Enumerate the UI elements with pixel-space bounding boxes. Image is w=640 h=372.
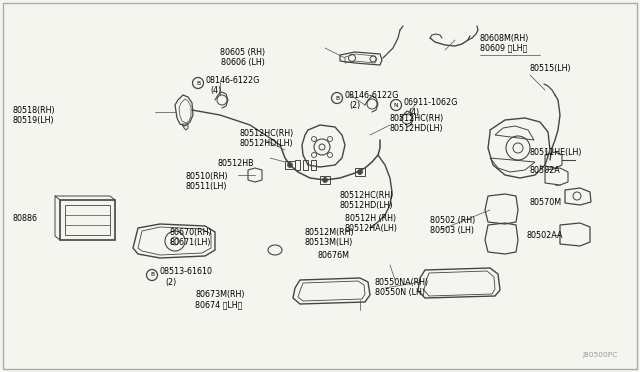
Text: 80512HD(LH): 80512HD(LH) [390, 124, 444, 132]
Text: 80608M(RH): 80608M(RH) [480, 33, 529, 42]
Text: 80512M(RH): 80512M(RH) [305, 228, 355, 237]
Text: 80502A: 80502A [530, 166, 561, 174]
Text: B: B [335, 96, 339, 100]
Text: 80674 〈LH〉: 80674 〈LH〉 [195, 301, 243, 310]
Text: 80886: 80886 [12, 214, 37, 222]
Text: 80671(LH): 80671(LH) [170, 237, 211, 247]
Text: 80518(RH): 80518(RH) [12, 106, 54, 115]
Text: (4): (4) [408, 108, 419, 116]
Text: 80512HA(LH): 80512HA(LH) [345, 224, 398, 232]
Text: 08513-61610: 08513-61610 [160, 267, 213, 276]
Text: 08146-6122G: 08146-6122G [206, 76, 260, 84]
Text: 80550N (LH): 80550N (LH) [375, 288, 425, 296]
Text: 06911-1062G: 06911-1062G [404, 97, 458, 106]
Text: 80570M: 80570M [530, 198, 562, 206]
Text: 80606 (LH): 80606 (LH) [221, 58, 265, 67]
Text: 80512HC(RH): 80512HC(RH) [240, 128, 294, 138]
Text: B: B [196, 80, 200, 86]
Text: 80609 〈LH〉: 80609 〈LH〉 [480, 44, 527, 52]
Text: 80512HD(LH): 80512HD(LH) [340, 201, 394, 209]
Text: (2): (2) [349, 100, 360, 109]
Text: 80515(LH): 80515(LH) [530, 64, 572, 73]
Text: (4): (4) [210, 86, 221, 94]
Text: 80519(LH): 80519(LH) [12, 115, 54, 125]
Text: 80513M(LH): 80513M(LH) [305, 237, 353, 247]
Text: 80512HC(RH): 80512HC(RH) [340, 190, 394, 199]
Text: 80502AA: 80502AA [527, 231, 563, 240]
Text: 80512HC(RH): 80512HC(RH) [390, 113, 444, 122]
Text: 80550NA(RH): 80550NA(RH) [375, 278, 429, 286]
Circle shape [323, 177, 328, 183]
Text: 80502 (RH): 80502 (RH) [430, 215, 476, 224]
Text: 80605 (RH): 80605 (RH) [220, 48, 265, 57]
Text: 80512HD(LH): 80512HD(LH) [240, 138, 294, 148]
Text: N: N [394, 103, 398, 108]
Text: 80510(RH): 80510(RH) [185, 171, 228, 180]
Text: 80503 (LH): 80503 (LH) [430, 225, 474, 234]
Text: 80676M: 80676M [318, 250, 350, 260]
Text: 08146-6122G: 08146-6122G [345, 90, 399, 99]
Text: 80511(LH): 80511(LH) [185, 182, 227, 190]
Text: (2): (2) [165, 278, 176, 286]
Text: 80512HB: 80512HB [218, 158, 255, 167]
Circle shape [358, 170, 362, 174]
Circle shape [287, 163, 292, 167]
Text: B: B [150, 273, 154, 278]
Text: 80512H (RH): 80512H (RH) [345, 214, 396, 222]
Text: 80670(RH): 80670(RH) [170, 228, 212, 237]
Text: 80512HE(LH): 80512HE(LH) [530, 148, 582, 157]
Text: J80500PC: J80500PC [583, 352, 618, 358]
Text: 80673M(RH): 80673M(RH) [195, 291, 244, 299]
